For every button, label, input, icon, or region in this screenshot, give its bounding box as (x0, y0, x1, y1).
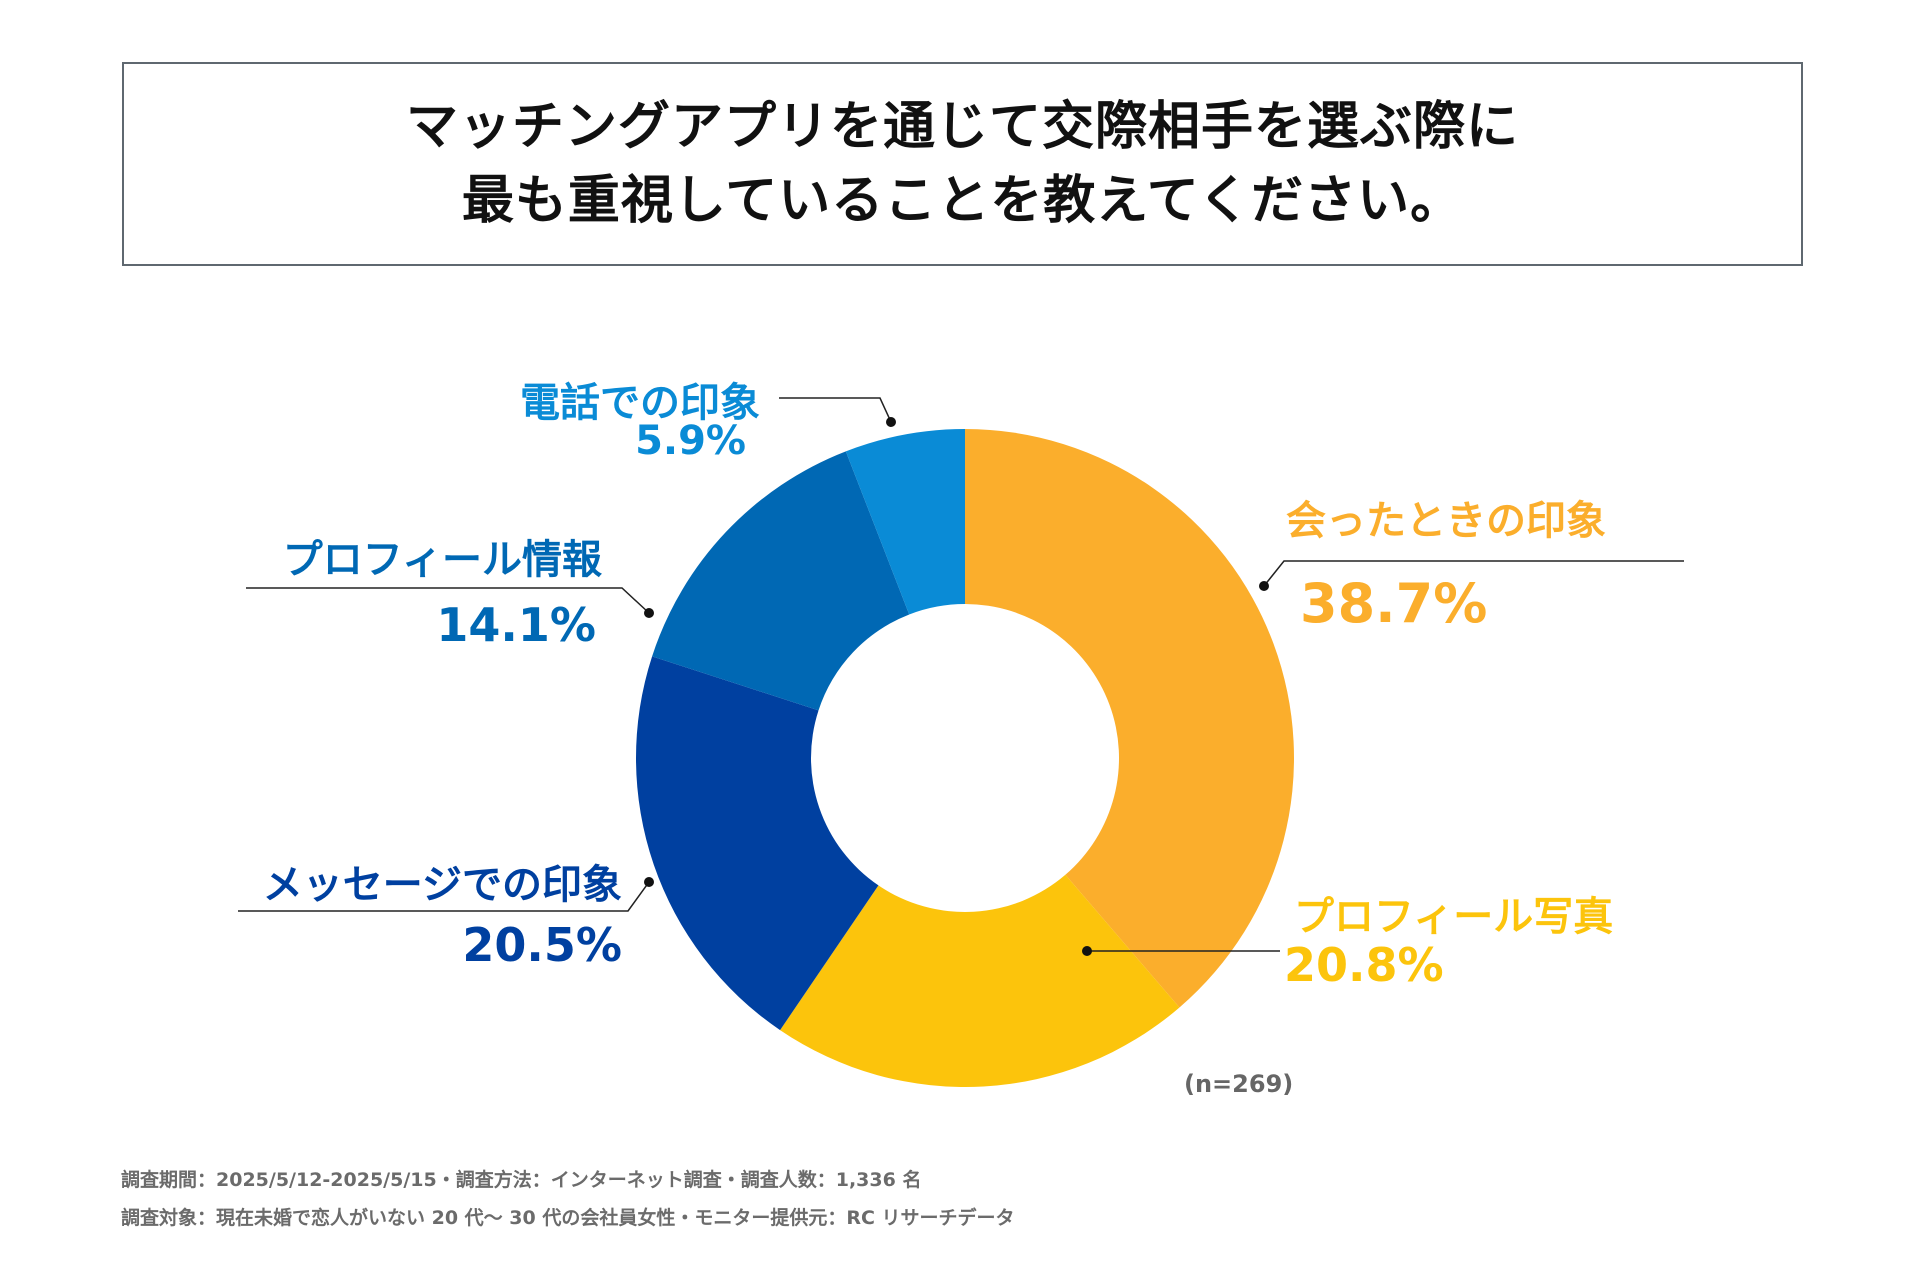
value-label-4: 5.9% (635, 418, 746, 464)
leader-line-0 (1263, 560, 1684, 587)
category-label-0: 会ったときの印象 (1286, 498, 1606, 544)
footer-survey-target: 調査対象：現在未婚で恋人がいない 20 代～ 30 代の会社員女性・モニター提供… (121, 1207, 1015, 1229)
leader-dot-3 (644, 608, 654, 618)
leader-line-4 (779, 397, 892, 423)
leader-dot-4 (886, 417, 896, 427)
footer-survey-info: 調査期間：2025/5/12-2025/5/15・調査方法：インターネット調査・… (121, 1169, 922, 1191)
leader-dot-2 (644, 877, 654, 887)
donut-slice-3 (652, 451, 910, 711)
category-label-4: 電話での印象 (520, 380, 760, 426)
leader-dot-1 (1082, 946, 1092, 956)
value-label-0: 38.7% (1300, 572, 1488, 635)
sample-size-note: (n=269) (1184, 1070, 1294, 1098)
leader-line-2 (238, 881, 650, 912)
category-label-3: プロフィール情報 (282, 537, 602, 583)
category-label-2: メッセージでの印象 (262, 862, 622, 908)
title-line-2: 最も重視していることを教えてください。 (461, 171, 1464, 231)
donut-slice-1 (780, 874, 1180, 1087)
donut-slice-0 (965, 429, 1294, 1008)
title-box: マッチングアプリを通じて交際相手を選ぶ際に 最も重視していることを教えてください… (122, 62, 1803, 266)
value-label-2: 20.5% (462, 918, 622, 972)
title-line-1: マッチングアプリを通じて交際相手を選ぶ際に (405, 97, 1519, 157)
leader-line-3 (246, 587, 650, 614)
value-label-1: 20.8% (1284, 938, 1444, 992)
value-label-3: 14.1% (436, 598, 596, 652)
category-label-1: プロフィール写真 (1294, 894, 1614, 940)
leader-dot-0 (1259, 581, 1269, 591)
donut-slice-2 (635, 656, 879, 1031)
donut-slice-4 (845, 429, 965, 615)
